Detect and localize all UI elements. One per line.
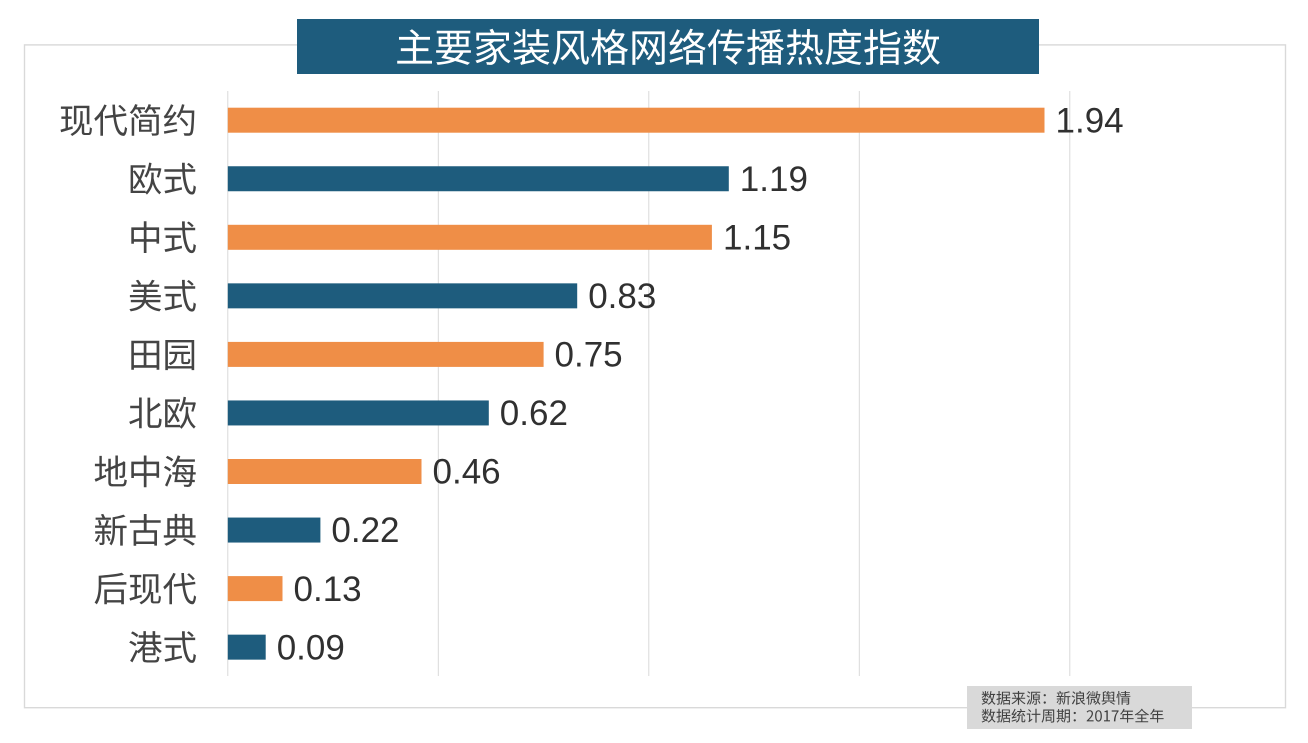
svg-text:0.09: 0.09 [277,628,345,667]
svg-text:1.15: 1.15 [723,219,791,258]
svg-text:0.62: 0.62 [500,394,568,433]
svg-text:0.75: 0.75 [555,336,623,375]
svg-text:0.83: 0.83 [588,277,656,316]
svg-text:1.94: 1.94 [1056,101,1124,140]
svg-text:0.46: 0.46 [433,453,501,492]
svg-text:0.22: 0.22 [331,511,399,550]
svg-text:1.19: 1.19 [740,160,808,199]
svg-text:0.13: 0.13 [294,570,362,609]
